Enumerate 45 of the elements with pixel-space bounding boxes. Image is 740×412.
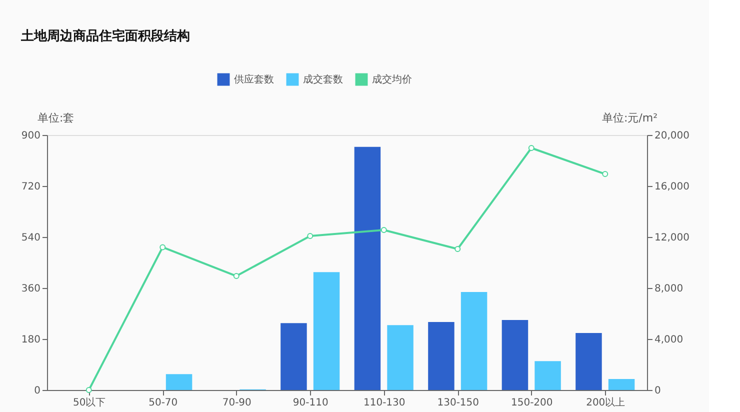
point xyxy=(380,226,387,233)
legend-label: 供应套数 xyxy=(234,74,274,86)
bar xyxy=(280,323,307,390)
y-tick-label: 900 xyxy=(21,130,40,142)
y-tick-label: 0 xyxy=(34,386,40,396)
point xyxy=(160,244,166,250)
legend-label: 成交套数 xyxy=(303,74,343,86)
bar xyxy=(354,146,381,390)
y-tick-label: 540 xyxy=(21,232,40,244)
x-tick-label: 150-200 xyxy=(510,398,553,408)
x-tick-label: 90-110 xyxy=(292,398,328,408)
y-tick-label: 720 xyxy=(21,182,40,192)
y2-tick-label: 20,000 xyxy=(654,130,690,142)
point xyxy=(86,387,92,393)
point xyxy=(454,246,461,252)
bar xyxy=(387,325,414,390)
bar xyxy=(608,378,635,390)
y2-tick-label: 4,000 xyxy=(654,334,684,346)
chart-title: 土地周边商品住宅面积段结构 xyxy=(20,28,190,44)
point xyxy=(528,145,534,151)
x-tick-label: 110-130 xyxy=(363,398,406,408)
y2-axis-title: 单位:元/m² xyxy=(602,112,658,124)
bar xyxy=(502,320,528,390)
x-tick-label: 50以下 xyxy=(73,396,106,408)
y-axis-title: 单位:套 xyxy=(38,112,74,124)
y2-tick-label: 8,000 xyxy=(654,284,684,294)
x-tick-label: 50-70 xyxy=(148,398,178,408)
y2-tick-label: 12,000 xyxy=(654,232,690,244)
bar xyxy=(534,361,561,390)
bar xyxy=(428,322,454,390)
bar xyxy=(166,374,192,390)
y-tick-label: 180 xyxy=(21,334,40,346)
y-tick-label: 360 xyxy=(21,284,40,294)
x-tick-label: 70-90 xyxy=(222,398,252,408)
point xyxy=(307,232,314,239)
point xyxy=(602,171,608,178)
legend-label: 成交均价 xyxy=(372,74,412,86)
bar xyxy=(313,272,340,390)
x-tick-label: 200以上 xyxy=(586,396,626,408)
y2-tick-label: 0 xyxy=(654,386,661,396)
y2-tick-label: 16,000 xyxy=(654,182,690,192)
x-tick-label: 130-150 xyxy=(437,398,480,408)
point xyxy=(233,273,240,280)
bar xyxy=(460,292,488,390)
bar xyxy=(576,333,602,390)
